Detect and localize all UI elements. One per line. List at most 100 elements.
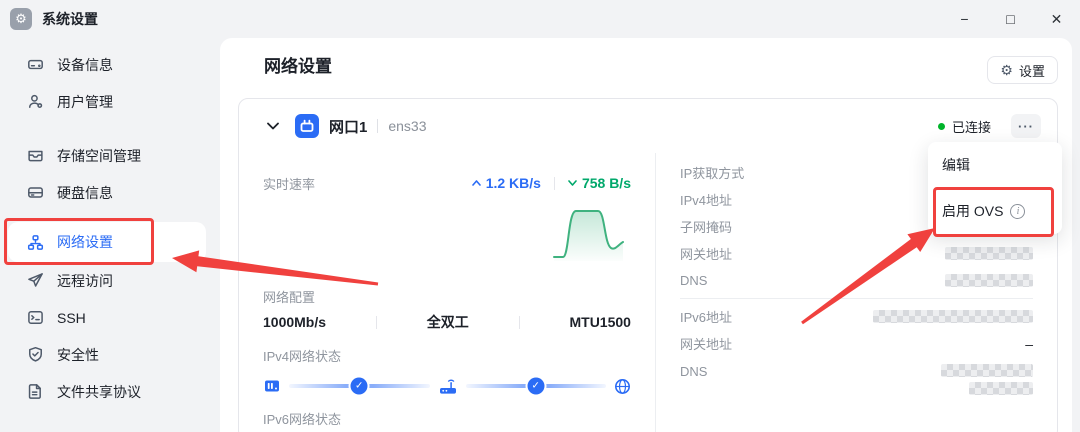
upload-speed: 1.2 KB/s (485, 175, 541, 191)
gear-icon: ⚙ (1000, 62, 1013, 78)
sidebar-item-network-settings[interactable]: 网络设置 (8, 222, 206, 262)
sidebar-item-label: 远程访问 (57, 272, 113, 289)
download-chevron-icon (568, 180, 577, 186)
user-icon (29, 94, 43, 108)
check-bubble-icon: ✓ (350, 377, 368, 395)
sidebar-item-label: 硬盘信息 (57, 184, 113, 201)
ipv4-status-label: IPv4网络状态 (263, 349, 342, 364)
menu-item-edit[interactable]: 编辑 (928, 142, 1062, 188)
divider (680, 298, 1033, 299)
masked-value-stack (941, 364, 1033, 395)
sidebar-item-label: 设备信息 (57, 56, 113, 73)
page-title: 网络设置 (264, 57, 332, 76)
detail-row-ipv6-address: IPv6地址 (680, 303, 1033, 330)
detail-label: IP获取方式 (680, 166, 745, 181)
chevron-down-icon[interactable] (267, 122, 279, 130)
close-button[interactable]: ✕ (1050, 10, 1063, 27)
detail-row-dns: DNS (680, 267, 1033, 294)
port-context-menu: 编辑 启用 OVS i (928, 142, 1062, 234)
sidebar-item-label: 网络设置 (57, 234, 113, 250)
router-icon (439, 379, 456, 394)
divider (375, 315, 377, 329)
detail-label: 子网掩码 (680, 220, 733, 235)
status-dot (937, 122, 945, 130)
sidebar-item-label: 用户管理 (57, 93, 113, 110)
detail-row-ipv6-dns: DNS (680, 357, 1033, 395)
duplex-mode: 全双工 (426, 314, 469, 330)
card-left-column: 实时速率 1.2 KB/s 758 B/s (239, 153, 656, 432)
info-icon[interactable]: i (1010, 203, 1026, 219)
detail-value: – (1025, 335, 1033, 352)
detail-row-subnet-mask: 子网掩码 (680, 213, 1033, 240)
hard-disk-icon (28, 187, 43, 198)
settings-button[interactable]: ⚙ 设置 (987, 56, 1058, 84)
detail-label: DNS (680, 364, 708, 379)
divider (518, 315, 520, 329)
titlebar: ⚙ 系统设置 − □ ✕ (0, 0, 1080, 38)
nas-device-icon (265, 380, 279, 392)
realtime-rate-label: 实时速率 (263, 176, 316, 192)
sidebar-item-label: 安全性 (57, 346, 99, 363)
sidebar-item-user-management[interactable]: 用户管理 (0, 83, 220, 120)
realtime-speeds: 1.2 KB/s 758 B/s (471, 175, 631, 191)
sidebar-item-security[interactable]: 安全性 (0, 336, 220, 373)
ipv6-status-label: IPv6网络状态 (263, 412, 342, 427)
window-title: 系统设置 (42, 11, 98, 27)
mtu-value: MTU1500 (569, 314, 631, 330)
detail-row-ip-method: IP获取方式 (680, 159, 1033, 186)
main-panel: 网络设置 ⚙ 设置 网口1 ens33 已连接 ··· (220, 38, 1072, 432)
menu-item-enable-ovs[interactable]: 启用 OVS i (928, 188, 1062, 234)
ipv4-link-segment-2: ✓ (465, 377, 606, 395)
check-bubble-icon: ✓ (527, 377, 545, 395)
sidebar-item-label: 文件共享协议 (57, 383, 141, 400)
interface-name: ens33 (388, 118, 427, 134)
detail-row-ipv4-address: IPv4地址 (680, 186, 1033, 213)
detail-label: DNS (680, 273, 708, 288)
document-icon (28, 384, 41, 399)
status-badge: 已连接 (937, 117, 991, 136)
divider (377, 119, 379, 133)
masked-value (941, 364, 1033, 377)
masked-value (945, 274, 1033, 287)
link-speed: 1000Mb/s (263, 314, 327, 330)
card-body: 实时速率 1.2 KB/s 758 B/s (239, 153, 1057, 432)
more-button[interactable]: ··· (1011, 114, 1041, 138)
globe-icon (615, 378, 630, 394)
settings-button-label: 设置 (1018, 63, 1045, 79)
paper-plane-icon (28, 273, 43, 287)
detail-row-ipv6-gateway: 网关地址 – (680, 330, 1033, 357)
sidebar-item-ssh[interactable]: SSH (0, 299, 220, 336)
masked-value (945, 247, 1033, 260)
sidebar-item-storage-management[interactable]: 存储空间管理 (0, 137, 220, 174)
card-header[interactable]: 网口1 ens33 已连接 ··· (239, 99, 1057, 153)
sidebar: 设备信息 用户管理 存储空间管理 硬盘信息 网络设置 远程访问 SSH (0, 46, 220, 432)
sidebar-item-file-sharing[interactable]: 文件共享协议 (0, 373, 220, 410)
sidebar-item-disk-info[interactable]: 硬盘信息 (0, 174, 220, 211)
upload-chevron-icon (471, 180, 481, 186)
terminal-icon (28, 311, 43, 324)
download-speed: 758 B/s (581, 175, 631, 191)
menu-item-label: 启用 OVS (942, 203, 1004, 219)
sidebar-item-label: 存储空间管理 (57, 147, 141, 164)
detail-label: 网关地址 (680, 337, 733, 352)
sidebar-item-device-info[interactable]: 设备信息 (0, 46, 220, 83)
detail-label: IPv6地址 (680, 310, 733, 325)
menu-item-label: 编辑 (942, 157, 970, 173)
divider (553, 176, 555, 190)
port-name: 网口1 (329, 118, 368, 136)
sidebar-item-remote-access[interactable]: 远程访问 (0, 262, 220, 299)
shield-check-icon (29, 346, 42, 362)
minimize-button[interactable]: − (960, 11, 969, 27)
device-info-icon (28, 59, 43, 70)
detail-row-gateway: 网关地址 (680, 240, 1033, 267)
detail-label: IPv4地址 (680, 193, 733, 208)
ethernet-port-icon (295, 114, 319, 138)
window-controls: − □ ✕ (957, 11, 1064, 28)
maximize-button[interactable]: □ (1006, 11, 1015, 27)
traffic-chart (263, 199, 631, 263)
detail-label: 网关地址 (680, 247, 733, 262)
app-gear-icon: ⚙ (10, 8, 32, 30)
network-config-label: 网络配置 (263, 290, 316, 305)
ipv4-status-row: ✓ ✓ (263, 377, 631, 395)
